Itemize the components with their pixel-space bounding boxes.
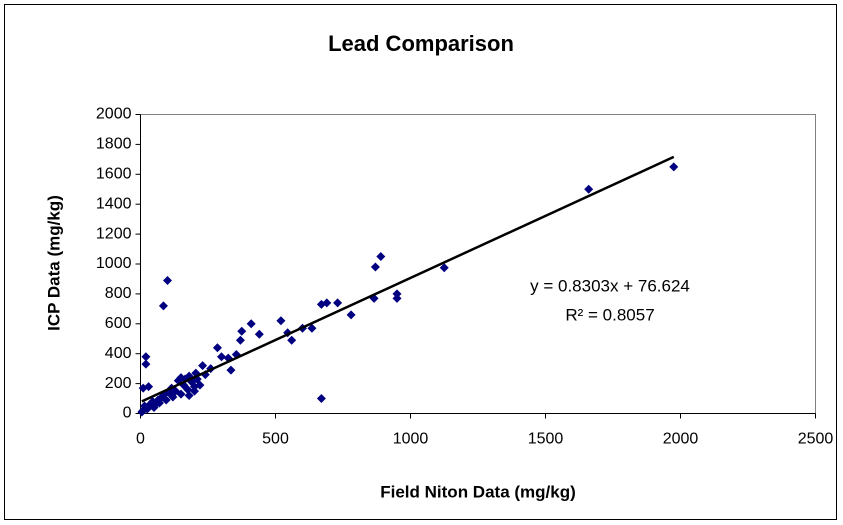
y-tick-label: 800 bbox=[105, 285, 132, 302]
y-tick-label: 600 bbox=[105, 315, 132, 332]
data-point bbox=[176, 373, 186, 383]
data-point bbox=[439, 263, 449, 273]
data-point bbox=[212, 343, 222, 353]
y-tick-label: 1800 bbox=[96, 136, 132, 153]
data-point bbox=[163, 275, 172, 285]
data-point bbox=[333, 298, 343, 308]
y-tick-label: 1200 bbox=[96, 225, 132, 242]
y-tick-label: 0 bbox=[123, 405, 132, 422]
data-point bbox=[198, 361, 208, 371]
x-axis-label: Field Niton Data (mg/kg) bbox=[380, 482, 576, 501]
x-tick-label: 1000 bbox=[393, 431, 429, 448]
y-tick-label: 1400 bbox=[96, 195, 132, 212]
y-tick-label: 200 bbox=[105, 375, 132, 392]
y-tick-label: 1600 bbox=[96, 166, 132, 183]
data-point bbox=[176, 389, 186, 399]
y-axis-label: ICP Data (mg/kg) bbox=[44, 195, 63, 331]
x-tick-label: 1500 bbox=[528, 431, 564, 448]
data-point bbox=[190, 382, 199, 392]
data-point bbox=[144, 382, 154, 392]
chart-title: Lead Comparison bbox=[328, 31, 514, 56]
data-point bbox=[254, 329, 264, 339]
data-point bbox=[346, 310, 356, 320]
data-point bbox=[235, 335, 245, 345]
data-point bbox=[392, 293, 402, 303]
data-point bbox=[141, 352, 151, 362]
x-tick-label: 0 bbox=[136, 431, 145, 448]
data-point bbox=[370, 262, 380, 272]
data-point bbox=[237, 326, 247, 336]
data-point bbox=[149, 403, 159, 413]
y-tick-label: 400 bbox=[105, 345, 132, 362]
data-point bbox=[158, 301, 168, 311]
data-point bbox=[316, 299, 326, 309]
x-tick-label: 2500 bbox=[798, 431, 834, 448]
data-point bbox=[669, 162, 679, 172]
y-tick-label: 2000 bbox=[96, 106, 132, 123]
data-point bbox=[246, 319, 256, 329]
data-point bbox=[141, 359, 151, 369]
data-point bbox=[183, 385, 193, 395]
data-point bbox=[217, 352, 226, 362]
x-tick-label: 500 bbox=[262, 431, 289, 448]
data-point bbox=[226, 365, 236, 375]
trendline-equation: y = 0.8303x + 76.624 bbox=[530, 276, 690, 295]
data-point bbox=[584, 184, 594, 194]
data-point bbox=[276, 316, 286, 326]
data-point bbox=[376, 252, 386, 262]
data-point bbox=[184, 391, 194, 401]
data-point bbox=[316, 394, 326, 404]
trendline bbox=[141, 155, 675, 403]
data-point bbox=[137, 407, 147, 417]
data-point bbox=[154, 398, 164, 408]
plot-area bbox=[140, 114, 816, 414]
data-point bbox=[307, 323, 317, 333]
x-tick-label: 2000 bbox=[663, 431, 699, 448]
data-point bbox=[287, 335, 297, 345]
data-point bbox=[161, 395, 171, 405]
r-squared: R² = 0.8057 bbox=[565, 305, 654, 324]
y-tick-label: 1000 bbox=[96, 255, 132, 272]
